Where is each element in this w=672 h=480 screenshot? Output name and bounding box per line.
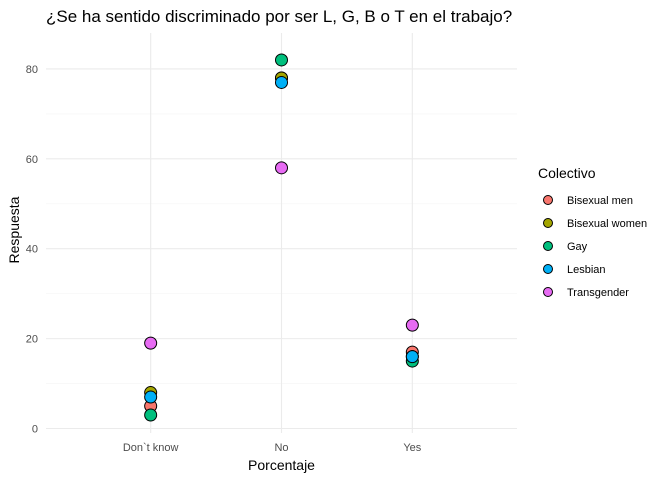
- x-tick-label: No: [274, 442, 288, 454]
- legend-key: [543, 195, 553, 205]
- data-points: [144, 53, 419, 422]
- grid: [46, 33, 517, 433]
- x-axis-ticks: Don`t know No Yes: [123, 442, 422, 454]
- data-point: [275, 75, 288, 89]
- y-tick-label: 20: [26, 334, 38, 346]
- chart-title: ¿Se ha sentido discriminado por ser L, G…: [46, 7, 512, 26]
- legend-key: [543, 287, 553, 297]
- y-axis-ticks: 0 20 40 60 80: [26, 64, 38, 436]
- legend-label: Lesbian: [567, 264, 606, 276]
- x-tick-label: Don`t know: [123, 442, 179, 454]
- legend-label: Bisexual men: [567, 195, 633, 207]
- data-point: [405, 350, 419, 364]
- y-tick-label: 40: [26, 244, 38, 256]
- x-axis-title: Porcentaje: [248, 457, 315, 473]
- data-point: [405, 318, 419, 332]
- data-point: [275, 161, 288, 175]
- legend-label: Transgender: [567, 287, 629, 299]
- y-tick-label: 80: [26, 64, 38, 76]
- data-point: [144, 408, 158, 422]
- legend-label: Gay: [567, 241, 588, 253]
- data-point: [144, 390, 158, 404]
- data-point: [144, 336, 158, 350]
- legend-title: Colectivo: [538, 165, 596, 181]
- y-tick-label: 0: [32, 424, 38, 436]
- x-tick-label: Yes: [403, 442, 421, 454]
- legend: Colectivo Bisexual men Bisexual women Gay L…: [538, 165, 647, 299]
- legend-key: [543, 241, 553, 251]
- legend-key: [543, 218, 553, 228]
- y-tick-label: 60: [26, 154, 38, 166]
- legend-label: Bisexual women: [567, 218, 647, 230]
- data-point: [275, 53, 288, 67]
- y-axis-title: Respuesta: [6, 196, 22, 263]
- legend-key: [543, 264, 553, 274]
